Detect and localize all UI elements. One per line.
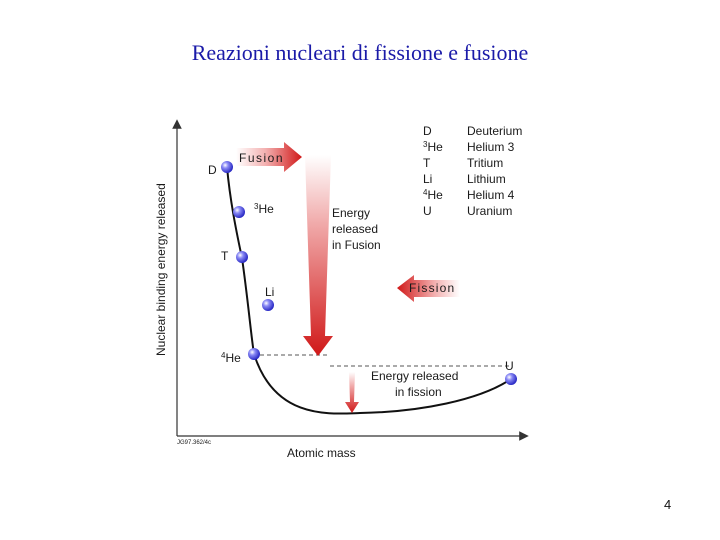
legend-name: Deuterium — [467, 124, 522, 138]
legend-symbol: D — [423, 124, 432, 138]
legend-symbol: T — [423, 156, 431, 170]
slide-title: Reazioni nucleari di fissione e fusione — [191, 40, 529, 65]
fission-energy-arrow — [345, 372, 359, 413]
fusion-energy-label: Energy released in Fusion — [332, 206, 381, 252]
legend-symbol: 3He — [423, 140, 443, 154]
legend-symbol: U — [423, 204, 432, 218]
uranium-label: U — [505, 359, 514, 373]
binding-energy-curve — [226, 166, 512, 415]
fusion-arrow — [236, 142, 302, 172]
fission-label: Fission — [409, 281, 455, 295]
uranium-point — [505, 373, 517, 385]
legend: D Deuterium 3He Helium 3 T Tritium Li Li… — [423, 124, 522, 218]
helium4-label: 4He — [221, 351, 241, 365]
deuterium-label: D — [208, 163, 217, 177]
x-axis-label: Atomic mass — [287, 446, 356, 460]
fission-arrow — [397, 275, 460, 302]
legend-symbol: Li — [423, 172, 432, 186]
fusion-energy-arrow — [303, 155, 333, 356]
lithium-point — [262, 299, 274, 311]
y-axis-label: Nuclear binding energy released — [154, 183, 168, 356]
helium3-point — [233, 206, 245, 218]
fusion-label: Fusion — [239, 151, 284, 165]
legend-name: Lithium — [467, 172, 506, 186]
helium4-point — [248, 348, 260, 360]
helium3-label: 3He — [254, 202, 274, 216]
deuterium-point — [221, 161, 233, 173]
figure-code: JG97.362/4c — [177, 440, 211, 446]
page-number: 4 — [664, 497, 672, 512]
legend-symbol: 4He — [423, 188, 443, 202]
tritium-label: T — [221, 249, 229, 263]
fission-energy-label: Energy released in fission — [371, 369, 462, 399]
legend-name: Tritium — [467, 156, 503, 170]
tritium-point — [236, 251, 248, 263]
legend-name: Helium 4 — [467, 188, 515, 202]
lithium-label: Li — [265, 285, 274, 299]
legend-name: Uranium — [467, 204, 512, 218]
legend-name: Helium 3 — [467, 140, 515, 154]
